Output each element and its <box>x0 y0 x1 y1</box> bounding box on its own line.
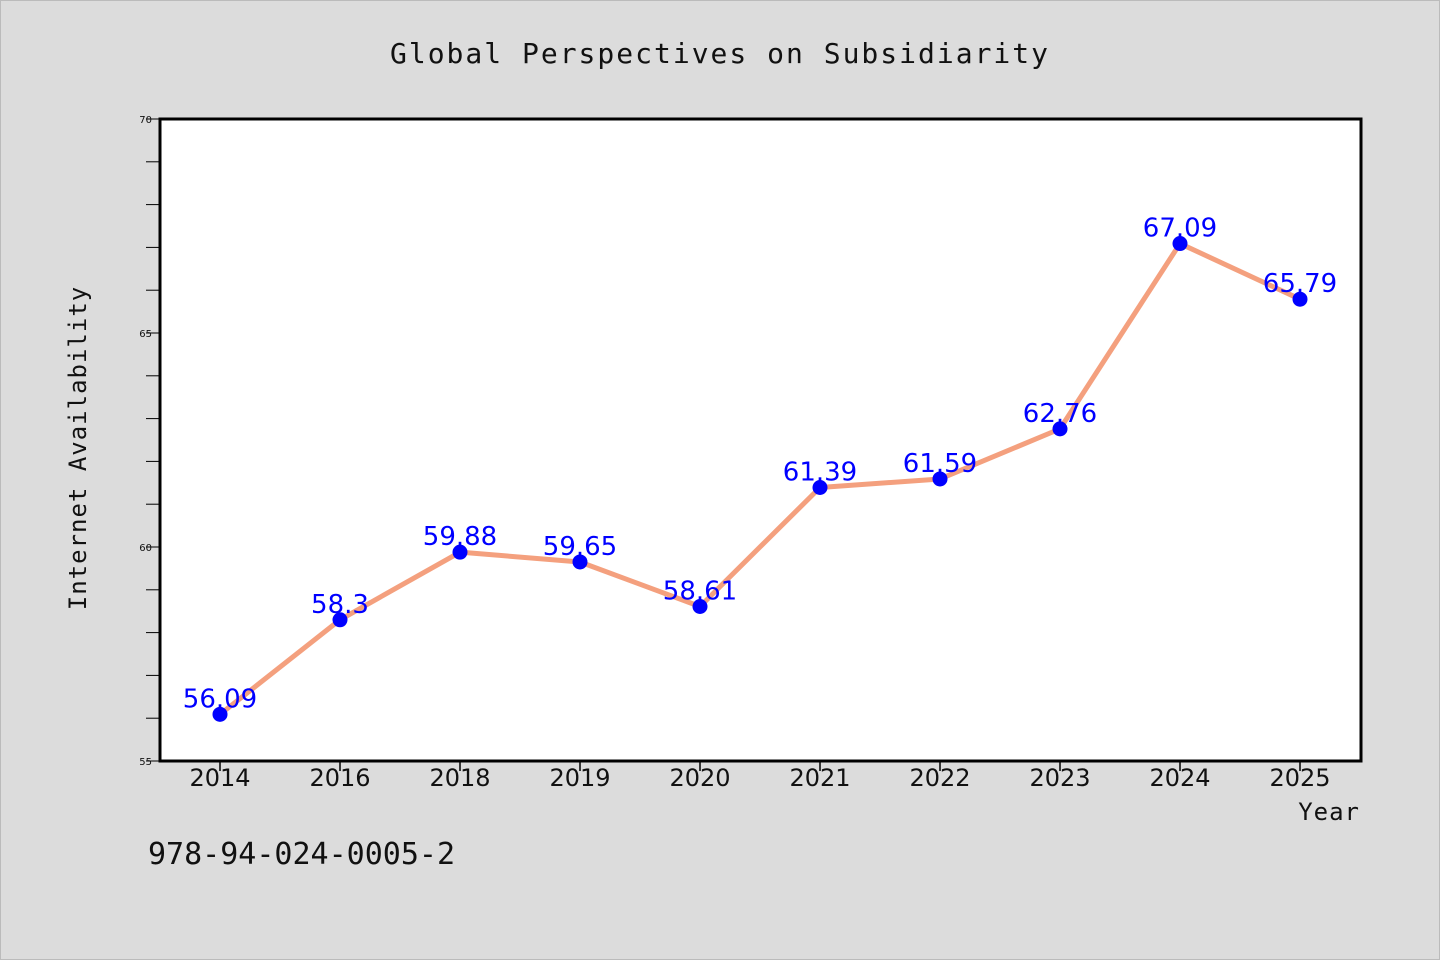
data-labels: 56.09 58.3 59.88 59.65 58.61 61.39 61.59 62.76 6… <box>183 214 1337 715</box>
data-label: 58.3 <box>311 590 369 620</box>
data-point <box>212 706 228 722</box>
data-point <box>932 471 948 487</box>
data-label: 67.09 <box>1143 214 1217 244</box>
y-tick-label: 70 <box>139 115 152 126</box>
x-tick-label: 2025 <box>1269 764 1330 792</box>
data-point <box>1052 421 1068 437</box>
data-point <box>1292 291 1308 307</box>
y-tick-label: 55 <box>139 757 152 768</box>
data-label: 62.76 <box>1023 399 1097 429</box>
x-tick-label: 2016 <box>309 764 370 792</box>
x-tick-label: 2018 <box>429 764 490 792</box>
y-tick-label: 65 <box>139 329 152 340</box>
x-axis: 2014 2016 2018 2019 2020 2021 2022 2023 2024 2025 <box>189 761 1331 792</box>
x-axis-title: Year <box>1298 798 1360 826</box>
data-label: 59.88 <box>423 522 497 552</box>
series-line <box>217 241 1303 717</box>
data-label: 58.61 <box>663 576 737 606</box>
x-tick-label: 2021 <box>789 764 850 792</box>
isbn-label: 978-94-024-0005-2 <box>148 837 455 872</box>
data-label: 59.65 <box>543 532 617 562</box>
data-label: 65.79 <box>1263 269 1337 299</box>
x-tick-label: 2024 <box>1149 764 1210 792</box>
data-point <box>1172 236 1188 252</box>
y-axis: 55 60 65 70 <box>139 115 160 768</box>
data-point <box>332 612 348 628</box>
x-tick-label: 2023 <box>1029 764 1090 792</box>
y-axis-title: Internet Availability <box>64 286 92 610</box>
data-point <box>572 554 588 570</box>
data-point <box>692 598 708 614</box>
plot-area <box>158 117 1363 763</box>
y-tick-label: 60 <box>139 543 152 554</box>
x-tick-label: 2022 <box>909 764 970 792</box>
series-markers <box>212 236 1308 722</box>
data-point <box>812 480 828 496</box>
chart-title: Global Perspectives on Subsidiarity <box>390 37 1050 70</box>
data-label: 56.09 <box>183 684 257 714</box>
x-tick-label: 2019 <box>549 764 610 792</box>
x-tick-label: 2020 <box>669 764 730 792</box>
data-label: 61.39 <box>783 458 857 488</box>
x-tick-label: 2014 <box>189 764 250 792</box>
data-label: 61.59 <box>903 449 977 479</box>
data-point <box>452 544 468 560</box>
